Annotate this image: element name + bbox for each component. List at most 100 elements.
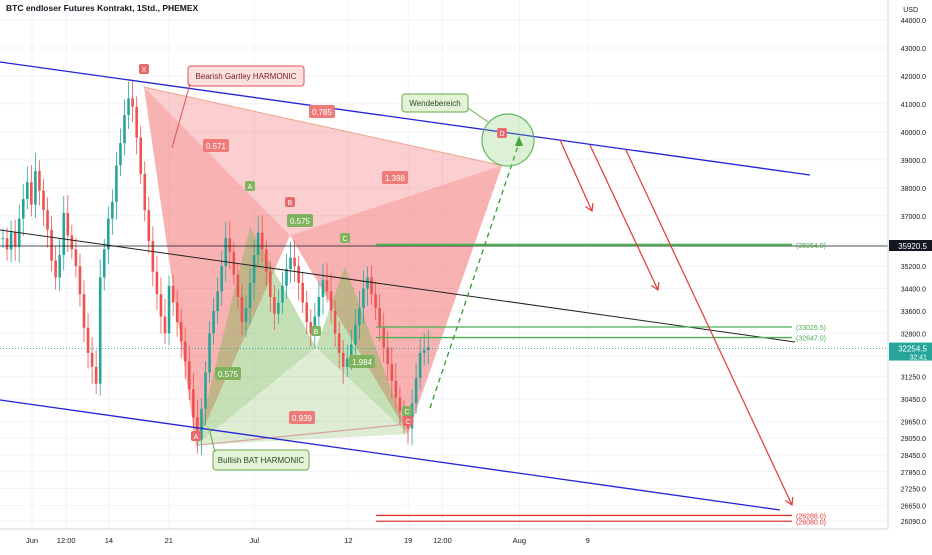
ratio-0785-box — [309, 105, 335, 118]
price-tick-label: 38000.0 — [901, 186, 926, 193]
candle — [54, 245, 57, 290]
candle-body — [50, 229, 53, 261]
gartley-point-c-text: C — [405, 419, 410, 426]
candle — [123, 99, 126, 156]
candle — [426, 329, 430, 365]
candle-body — [281, 285, 284, 303]
annotation-layer: (35964.0) (33026.5) (32647.0) (26288.0)(260… — [139, 64, 826, 526]
candle-body — [212, 310, 215, 334]
candle-body — [374, 294, 377, 309]
candle — [147, 196, 151, 254]
candle-body — [175, 302, 179, 323]
candle — [38, 160, 41, 206]
candle-body — [208, 333, 211, 373]
candle — [34, 152, 37, 218]
candle-body — [317, 296, 321, 317]
candle-body — [269, 271, 272, 297]
time-tick-label: 9 — [586, 536, 590, 545]
candle-body — [135, 106, 138, 138]
candle-body — [386, 347, 390, 365]
projection-arrowhead — [515, 136, 523, 146]
candle-body — [192, 389, 195, 418]
candle — [362, 270, 365, 324]
candle-body — [410, 403, 414, 429]
candle-body — [297, 266, 300, 283]
candle — [277, 289, 280, 324]
price-tick-label: 40000.0 — [901, 130, 926, 137]
candle — [281, 271, 284, 314]
candle — [228, 220, 232, 270]
candle-body — [119, 143, 122, 166]
level-label: (35964.0) — [796, 243, 826, 250]
candle-body — [90, 352, 94, 367]
gartley-name-label: Bearish Gartley HARMONIC — [187, 65, 305, 87]
candle-body — [98, 277, 102, 384]
gartley-point-x-text: X — [142, 67, 147, 74]
candle — [13, 219, 17, 261]
candle — [309, 309, 313, 347]
forecast-arrowhead — [585, 202, 594, 213]
gartley-xbd-triangle — [144, 87, 502, 236]
price-tick-label: 33600.0 — [901, 309, 926, 316]
price-tick-label: 29650.0 — [901, 419, 926, 426]
candle-body — [398, 397, 402, 412]
bat-point-b-text: B — [314, 329, 319, 336]
candle — [66, 195, 70, 253]
projection-dashed-line — [429, 139, 521, 409]
candle-body — [325, 280, 329, 292]
candle — [90, 337, 94, 385]
candle-body — [66, 213, 70, 236]
candle-body — [277, 302, 280, 314]
candle-body — [115, 165, 118, 202]
candle — [151, 226, 155, 287]
candle-body — [167, 285, 171, 334]
candle-body — [289, 257, 292, 269]
candle — [366, 266, 369, 306]
candle-body — [127, 98, 130, 116]
trendline-layer — [0, 61, 888, 522]
candle-body — [179, 322, 183, 342]
candle — [260, 215, 264, 262]
bat-point-b-box — [311, 326, 321, 336]
price-badge-box — [889, 342, 932, 361]
candle-body — [293, 257, 296, 267]
candle-body — [9, 232, 13, 250]
price-tick-label: 27250.0 — [901, 487, 926, 494]
candle — [325, 263, 329, 303]
ratio-0575-b-text: 0.575 — [290, 217, 311, 226]
mid-trend-line — [0, 229, 796, 343]
ratio-0939-text: 0.939 — [292, 414, 313, 423]
price-badge-value: 35920.5 — [898, 242, 927, 251]
candle — [297, 256, 300, 301]
candle — [317, 281, 321, 333]
forecast-arrow-line — [559, 139, 593, 212]
ratio-1984: 1.984 — [349, 355, 375, 368]
reversal-zone-label-text: Wendebereich — [409, 99, 460, 108]
candle — [179, 308, 183, 358]
candle-body — [26, 182, 29, 200]
candle-body — [345, 358, 349, 367]
reversal-zone-label-box — [401, 93, 469, 113]
candle-body — [78, 266, 82, 295]
candle — [305, 290, 309, 334]
bat-bcd-triangle — [316, 266, 408, 435]
candle-body — [264, 249, 268, 272]
candle-body — [94, 366, 98, 384]
candle — [248, 268, 252, 325]
candle — [273, 284, 276, 331]
ratio-1984-box — [349, 355, 375, 368]
price-badge-countdown: 32:41 — [909, 355, 927, 362]
candle-body — [46, 210, 49, 230]
candle-body — [143, 173, 147, 211]
candle — [358, 291, 361, 340]
price-tick-label: 26650.0 — [901, 503, 926, 510]
candle-body — [151, 240, 155, 272]
gartley-pointer-line — [171, 83, 191, 149]
candle — [370, 265, 373, 305]
candle-body — [228, 238, 232, 253]
candle-body — [301, 282, 304, 303]
time-tick-label: Aug — [513, 536, 526, 545]
